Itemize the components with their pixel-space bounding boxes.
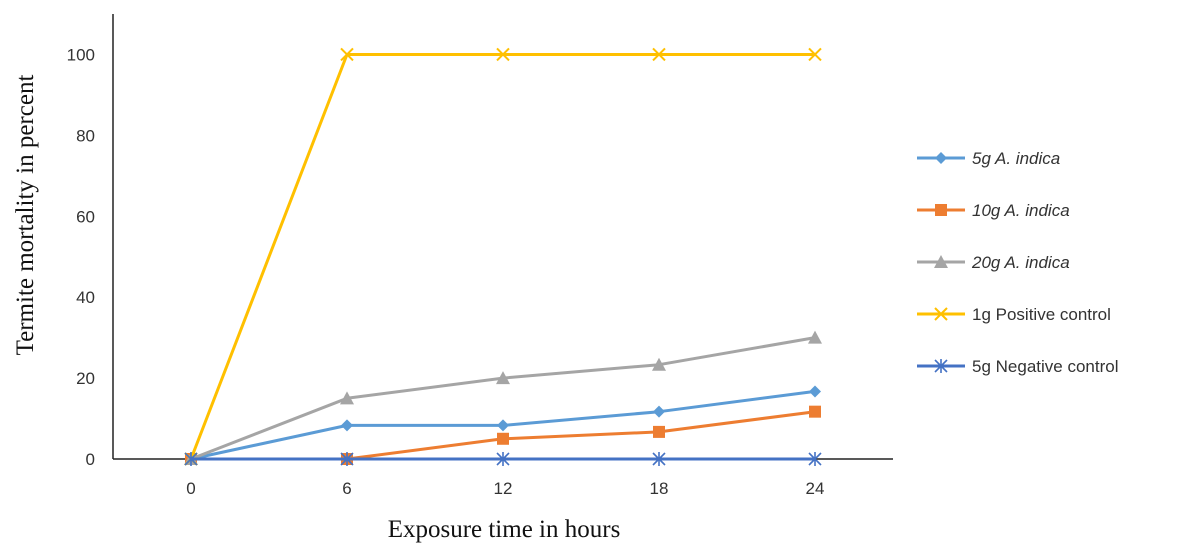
data-point (497, 419, 509, 432)
data-point (809, 405, 821, 418)
legend-entry: 5g A. indica (917, 149, 1060, 168)
legend: 5g A. indica 10g A. indica 20g A. indica 1g… (917, 149, 1118, 376)
y-axis-title: Termite mortality in percent (12, 75, 39, 356)
data-point (935, 152, 947, 164)
x-tick-label: 0 (186, 479, 195, 498)
x-axis-title: Exposure time in hours (388, 516, 621, 543)
x-tick-label: 12 (494, 479, 513, 498)
y-tick-label: 60 (76, 207, 95, 226)
series-3 (184, 330, 822, 465)
data-point (496, 47, 510, 62)
data-point (340, 47, 354, 62)
series-5 (184, 452, 822, 466)
data-point (934, 255, 948, 268)
legend-label: 5g Negative control (972, 357, 1118, 376)
series-layer (184, 47, 822, 466)
legend-entry: 20g A. indica (917, 253, 1070, 272)
data-point (934, 359, 948, 373)
legend-entry: 1g Positive control (917, 305, 1111, 324)
axes (112, 14, 893, 460)
data-point (340, 452, 354, 466)
data-point (496, 371, 510, 385)
data-point (808, 47, 822, 62)
y-tick-label: 40 (76, 288, 95, 307)
series-line (189, 53, 815, 460)
data-point (934, 307, 948, 321)
legend-label: 10g A. indica (972, 201, 1070, 220)
data-point (652, 452, 666, 466)
data-point (341, 419, 353, 432)
data-point (497, 432, 509, 445)
x-tick-label: 24 (806, 479, 825, 498)
legend-entry: 10g A. indica (917, 201, 1070, 220)
y-tick-label: 100 (67, 45, 95, 64)
data-point (935, 204, 947, 216)
x-tick-label: 18 (650, 479, 669, 498)
tick-labels: 0 20 40 60 80 100 0 6 12 18 24 (67, 45, 825, 498)
y-tick-label: 80 (76, 126, 95, 145)
data-point (809, 385, 821, 398)
data-point (652, 47, 666, 62)
y-tick-label: 20 (76, 369, 95, 388)
data-point (184, 452, 198, 466)
data-point (340, 391, 354, 405)
y-tick-label: 0 (86, 450, 95, 469)
data-point (808, 330, 822, 344)
data-point (653, 425, 665, 438)
data-point (652, 357, 666, 371)
data-point (653, 405, 665, 418)
legend-label: 20g A. indica (971, 253, 1070, 272)
data-point (808, 452, 822, 466)
legend-entry: 5g Negative control (917, 357, 1118, 376)
x-tick-label: 6 (342, 479, 351, 498)
legend-label: 1g Positive control (972, 305, 1111, 324)
legend-label: 5g A. indica (972, 149, 1060, 168)
data-point (496, 452, 510, 466)
